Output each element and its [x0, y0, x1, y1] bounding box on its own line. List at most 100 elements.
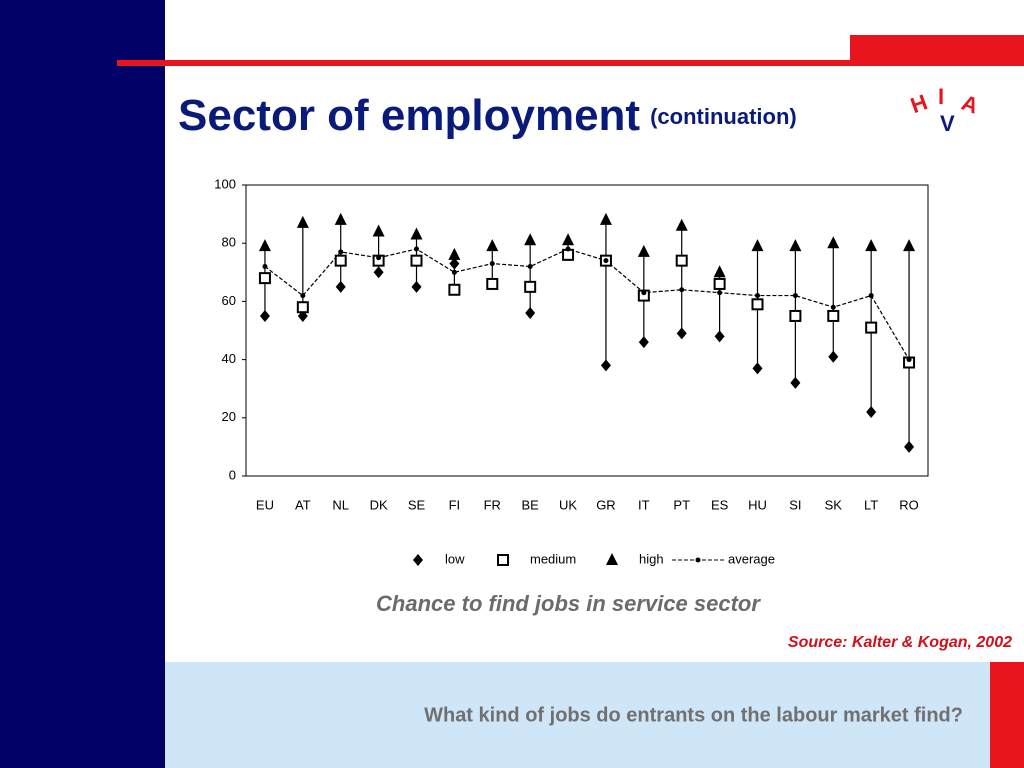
slide-title: Sector of employment (continuation)	[178, 91, 797, 140]
low-marker	[335, 280, 346, 293]
medium-marker	[334, 254, 347, 267]
x-tick-label: ES	[711, 497, 729, 512]
average-marker	[338, 249, 344, 255]
logo-letter: A	[958, 90, 982, 119]
legend-marker	[497, 554, 509, 566]
medium-marker	[410, 254, 423, 267]
medium-marker	[789, 309, 802, 322]
legend-label: high	[639, 551, 664, 566]
legend-label: average	[728, 551, 775, 566]
footer: What kind of jobs do entrants on the lab…	[424, 704, 963, 726]
low-marker	[373, 266, 384, 279]
top-rule	[117, 60, 852, 66]
legend-label: low	[445, 551, 465, 566]
average-marker	[489, 261, 495, 267]
low-marker	[449, 257, 460, 270]
logo-letter: V	[940, 111, 955, 136]
low-marker	[904, 440, 915, 453]
average-marker	[679, 287, 685, 293]
high-marker	[372, 224, 385, 237]
plot-frame	[245, 184, 929, 477]
high-marker	[751, 239, 764, 252]
average-marker	[792, 293, 798, 299]
medium-marker	[827, 309, 840, 322]
low-marker	[525, 307, 536, 320]
high-marker	[296, 215, 309, 228]
y-tick-label: 80	[222, 235, 236, 250]
logo: H I V A	[907, 84, 982, 136]
high-marker	[486, 239, 499, 252]
legend-marker	[413, 554, 423, 566]
high-marker	[713, 265, 726, 278]
x-tick-label: GR	[596, 497, 616, 512]
side-band	[0, 0, 165, 768]
x-tick-label: DK	[370, 497, 388, 512]
average-marker	[641, 290, 647, 296]
x-tick-label: EU	[256, 497, 274, 512]
high-marker	[562, 233, 575, 246]
high-marker	[675, 218, 688, 231]
chart: 0 20 40 60 80 100 EU AT NL DK SE FI FR BE UK GR IT PT ES HU…	[214, 176, 919, 566]
x-tick-label: BE	[521, 497, 539, 512]
y-tick-label: 60	[222, 293, 236, 308]
x-tick-label: AT	[295, 497, 311, 512]
low-marker	[866, 405, 877, 418]
medium-marker	[448, 283, 461, 296]
y-tick-label: 100	[214, 176, 236, 191]
top-bar	[850, 35, 1024, 66]
title-sub: (continuation)	[650, 104, 797, 129]
x-tick-label: SI	[789, 497, 801, 512]
average-marker	[414, 246, 419, 252]
high-marker	[865, 239, 878, 252]
high-marker	[637, 244, 650, 257]
high-marker	[599, 212, 612, 225]
high-marker	[258, 239, 271, 252]
low-marker	[828, 350, 839, 363]
high-marker	[903, 239, 916, 252]
x-tick-label: FI	[449, 497, 461, 512]
bottom-bar	[990, 662, 1024, 768]
medium-marker	[751, 298, 764, 311]
x-tick-label: PT	[673, 497, 690, 512]
low-marker	[259, 309, 270, 322]
medium-marker	[524, 280, 537, 293]
medium-marker	[486, 277, 499, 290]
legend-marker	[695, 557, 701, 563]
medium-marker	[713, 277, 726, 290]
low-marker	[638, 336, 649, 349]
average-marker	[262, 263, 268, 269]
medium-marker	[675, 254, 688, 267]
x-tick-label: FR	[484, 497, 501, 512]
average-marker	[906, 357, 912, 363]
y-tick-label: 20	[222, 409, 236, 424]
x-tick-label: SE	[408, 497, 426, 512]
average-marker	[868, 293, 874, 299]
average-marker	[603, 258, 609, 264]
logo-letter: H	[907, 89, 930, 118]
y-tick-label: 40	[222, 351, 236, 366]
low-marker	[600, 359, 611, 372]
medium-marker	[258, 272, 271, 285]
x-tick-label: SK	[825, 497, 843, 512]
low-marker	[714, 330, 725, 343]
high-marker	[334, 212, 347, 225]
average-marker	[376, 255, 382, 261]
low-marker	[676, 327, 687, 340]
high-marker	[524, 233, 537, 246]
x-tick-label: NL	[332, 497, 349, 512]
y-tick-label: 0	[229, 467, 236, 482]
x-tick-label: IT	[638, 497, 650, 512]
average-marker	[755, 293, 760, 299]
caption: Chance to find jobs in service sector	[376, 591, 761, 616]
x-tick-label: HU	[748, 497, 767, 512]
average-marker	[451, 269, 457, 275]
low-marker	[411, 280, 422, 293]
x-tick-label: RO	[899, 497, 919, 512]
average-marker	[830, 304, 836, 310]
high-marker	[448, 247, 461, 260]
x-tick-label: LT	[864, 497, 878, 512]
legend-label: medium	[530, 551, 576, 566]
bottom-band	[165, 662, 990, 768]
